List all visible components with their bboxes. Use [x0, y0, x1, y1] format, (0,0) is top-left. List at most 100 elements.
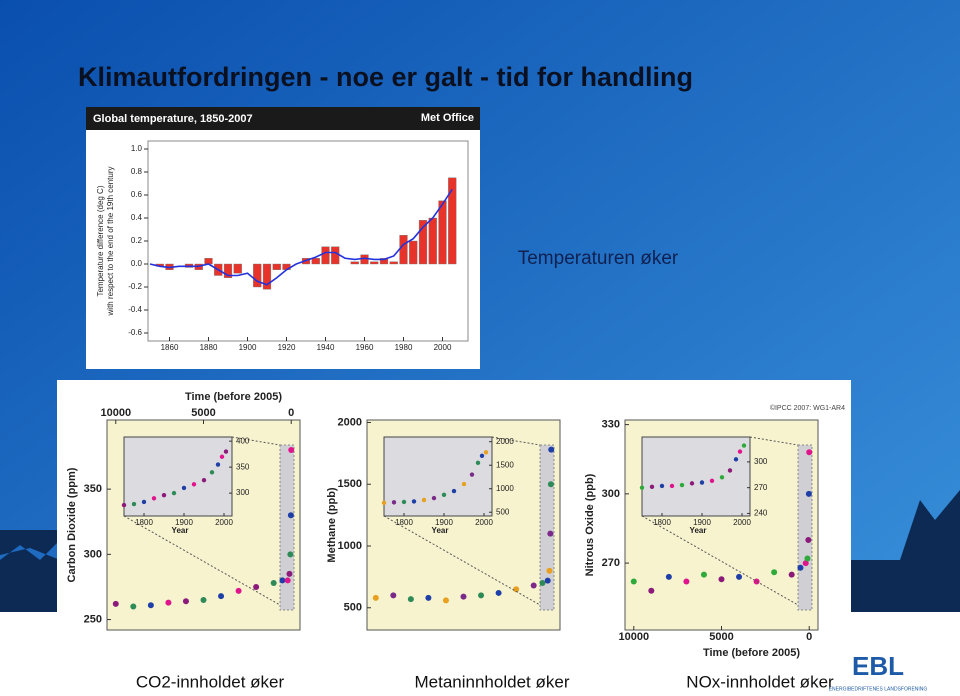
bar: [233, 263, 242, 274]
inset-area: [641, 436, 751, 517]
inset-y-tick-label: 270: [754, 483, 768, 492]
data-point: [218, 593, 225, 600]
inset-point: [131, 501, 137, 507]
inset-guide: [231, 436, 281, 446]
inset-point: [469, 472, 475, 477]
slide-title: Klimautfordringen - noe er galt - tid fo…: [78, 62, 693, 92]
x-tick-label: 0: [288, 407, 294, 419]
inset-point: [223, 449, 229, 454]
inset-x-label: Year: [172, 526, 189, 535]
inset-point: [461, 481, 467, 487]
inset-x-tick-label: 2000: [733, 518, 751, 527]
y-tick-label: -0.4: [128, 305, 142, 314]
caption: CO2-innholdet øker: [136, 672, 285, 691]
inset-x-tick-label: 2000: [475, 518, 493, 527]
data-point: [112, 600, 119, 607]
inset-point: [483, 450, 489, 455]
data-point: [539, 580, 546, 587]
data-point: [495, 589, 502, 596]
inset-point: [171, 490, 177, 496]
data-point: [546, 567, 553, 574]
y-tick-label: 2000: [338, 416, 362, 428]
data-point: [442, 597, 449, 604]
data-point: [279, 577, 286, 584]
x-tick-label: 1880: [200, 343, 218, 352]
inset-point: [719, 475, 725, 480]
inset-y-tick-label: 300: [754, 457, 768, 466]
bar: [253, 263, 262, 288]
x-tick-label: 1920: [278, 343, 296, 352]
inset-x-label: Year: [432, 526, 449, 535]
x-tick-label: 1860: [161, 343, 179, 352]
inset-point: [141, 499, 147, 505]
inset-point: [121, 502, 127, 508]
y-tick-label: 0.2: [131, 236, 143, 245]
inset-point: [161, 493, 167, 498]
y-tick-label: -0.6: [128, 328, 142, 337]
inset-point: [475, 460, 481, 466]
caption: Metaninnholdet øker: [415, 672, 570, 691]
logo: EBL: [852, 651, 904, 681]
data-point: [547, 481, 554, 488]
logo-subtitle: ENERGIBEDRIFTENES LANDSFORENING: [829, 686, 928, 692]
inset-y-tick-label: 1500: [496, 460, 514, 469]
y-tick-label: -0.2: [128, 282, 142, 291]
bar: [262, 263, 272, 290]
inset-point: [191, 482, 197, 487]
recent-band: [797, 444, 813, 611]
temperature-header: [86, 107, 480, 130]
inset-x-label: Year: [690, 526, 707, 535]
inset-point: [669, 483, 675, 489]
inset-point: [709, 478, 715, 483]
y-tick-label: 0.8: [131, 167, 143, 176]
data-point: [530, 582, 537, 589]
data-point: [287, 512, 294, 519]
data-point: [805, 490, 812, 497]
bar: [379, 258, 389, 265]
data-point: [390, 592, 397, 599]
inset-point: [649, 484, 655, 490]
y-tick-label: 0.6: [131, 190, 143, 199]
data-point: [788, 571, 795, 578]
inset-point: [479, 453, 485, 459]
bar: [350, 261, 359, 265]
y-tick-label: 350: [84, 483, 102, 495]
y-tick-label: 270: [602, 557, 620, 569]
x-tick-label: 1940: [317, 343, 335, 352]
inset-x-tick-label: 2000: [215, 518, 233, 527]
inset-point: [679, 482, 685, 488]
data-point: [736, 573, 743, 580]
y-tick-label: 1.0: [131, 144, 143, 153]
data-point: [287, 551, 294, 558]
inset-guide: [123, 515, 281, 606]
inset-point: [741, 443, 747, 448]
inset-point: [181, 485, 187, 491]
bar: [311, 258, 320, 265]
data-point: [407, 596, 414, 603]
bar: [223, 263, 233, 279]
data-point: [700, 571, 707, 578]
y-axis-label: Carbon Dioxide (ppm): [66, 467, 78, 582]
inset-point: [699, 480, 705, 485]
inset-x-tick-label: 1800: [395, 518, 413, 527]
temperature-caption: Temperaturen øker: [518, 248, 679, 269]
data-point: [665, 573, 672, 580]
data-point: [544, 577, 551, 584]
data-point: [253, 583, 260, 590]
inset-point: [451, 488, 457, 494]
data-point: [235, 587, 242, 594]
y-tick-label: 1500: [338, 478, 362, 490]
data-point: [284, 577, 291, 584]
caption: NOx-innholdet øker: [686, 672, 834, 691]
chart-title: Global temperature, 1850-2007: [93, 113, 253, 125]
inset-y-tick-label: 500: [496, 507, 510, 516]
inset-point: [411, 499, 417, 504]
inset-x-tick-label: 1900: [175, 518, 193, 527]
inset-area: [383, 436, 493, 517]
inset-point: [215, 462, 221, 467]
y-tick-label: 300: [84, 548, 102, 560]
inset-point: [733, 457, 739, 462]
inset-y-tick-label: 2000: [496, 437, 514, 446]
inset-y-tick-label: 1000: [496, 484, 514, 493]
